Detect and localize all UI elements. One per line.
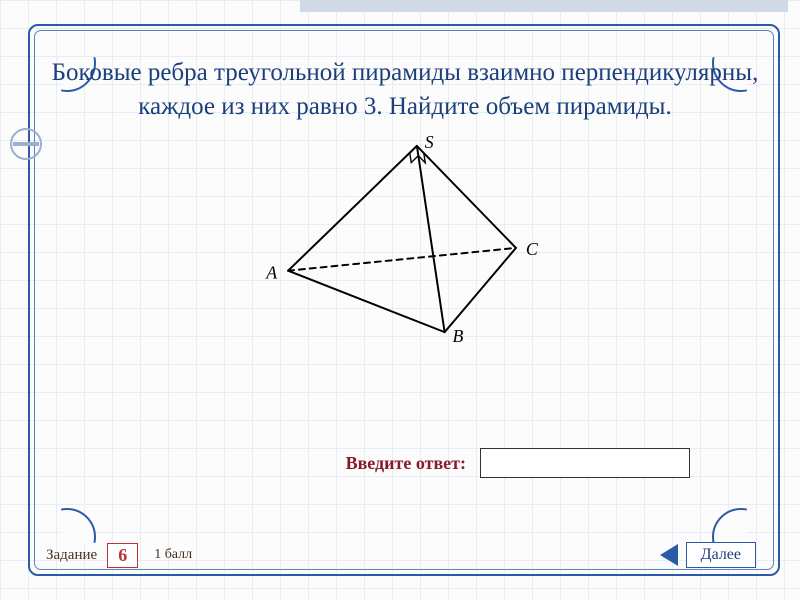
footer-bar: Задание 6 1 балл Далее <box>46 542 756 568</box>
question-text: Боковые ребра треугольной пирамиды взаим… <box>50 56 760 124</box>
pyramid-figure: S A B C <box>50 134 760 344</box>
svg-text:B: B <box>453 326 464 344</box>
next-block: Далее <box>660 542 756 568</box>
task-block: Задание 6 1 балл <box>46 543 192 568</box>
answer-row: Введите ответ: <box>346 448 690 478</box>
svg-text:C: C <box>526 238 539 258</box>
task-number: 6 <box>107 543 138 568</box>
top-accent-bar <box>300 0 788 12</box>
arrow-left-icon <box>660 544 678 566</box>
next-button[interactable]: Далее <box>686 542 756 568</box>
svg-text:S: S <box>425 134 434 152</box>
answer-input[interactable] <box>480 448 690 478</box>
task-label: Задание <box>46 547 97 564</box>
score-label: 1 балл <box>154 547 192 563</box>
answer-label: Введите ответ: <box>346 453 466 474</box>
content-area: Боковые ребра треугольной пирамиды взаим… <box>50 56 760 540</box>
side-ornament-icon <box>10 128 42 160</box>
svg-text:A: A <box>265 262 277 282</box>
